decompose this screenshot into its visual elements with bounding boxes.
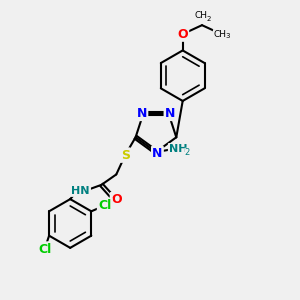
Text: NH: NH (169, 144, 188, 154)
Text: CH: CH (194, 11, 207, 20)
Text: 3: 3 (226, 33, 230, 39)
Text: CH: CH (213, 30, 226, 39)
Text: N: N (137, 107, 147, 120)
Text: O: O (111, 193, 122, 206)
Text: Cl: Cl (98, 199, 111, 212)
Text: S: S (121, 148, 130, 162)
Text: O: O (177, 28, 188, 40)
Text: N: N (152, 147, 163, 160)
Text: 2: 2 (206, 16, 211, 22)
Text: HN: HN (71, 186, 90, 196)
Text: N: N (165, 107, 175, 120)
Text: Cl: Cl (38, 242, 51, 256)
Text: 2: 2 (185, 148, 190, 157)
